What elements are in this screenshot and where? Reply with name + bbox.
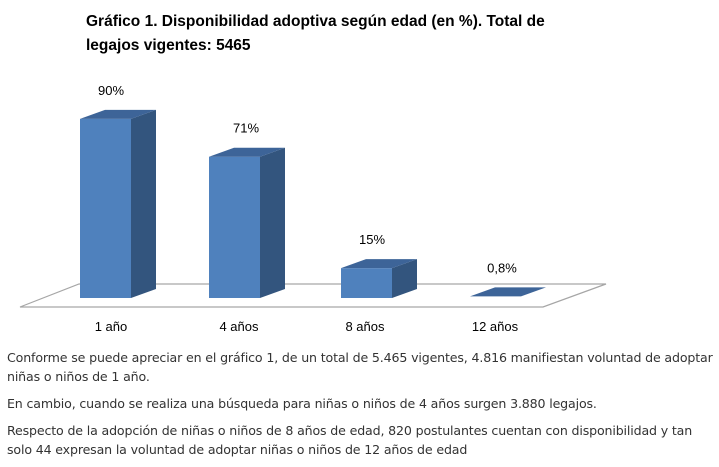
bar-top [341,259,417,269]
category-label: 1 año [95,319,128,334]
paragraph: Respecto de la adopción de niñas o niños… [7,423,693,457]
category-label: 8 años [345,319,385,334]
data-label: 0,8% [487,260,517,275]
bar [209,147,285,298]
bar-top [209,147,285,157]
category-label: 12 años [472,319,519,334]
bar-side [260,147,285,298]
bar-side [131,109,156,299]
bar-top [80,109,156,119]
data-label: 15% [359,232,385,247]
chart-title: Gráfico 1. Disponibilidad adoptiva según… [86,13,545,54]
body-text: Conforme se puede apreciar en el gráfico… [7,348,719,467]
data-label: 90% [98,83,124,98]
paragraph: En cambio, cuando se realiza una búsqued… [7,396,597,411]
bar-front [80,118,131,299]
bar-front [209,156,260,298]
category-label: 4 años [219,319,259,334]
bar-side [392,259,417,298]
chart-floor [19,283,607,308]
bar [80,109,156,299]
bar-chart-3d: 90% 1 año 71% 4 años 15% 8 años 0,8% 12 años [19,83,607,334]
bar-top [470,287,546,297]
bar [341,259,417,298]
data-label: 71% [233,121,259,136]
paragraph: Conforme se puede apreciar en el gráfico… [7,350,713,384]
bar [470,287,546,297]
bar-front [341,268,392,298]
